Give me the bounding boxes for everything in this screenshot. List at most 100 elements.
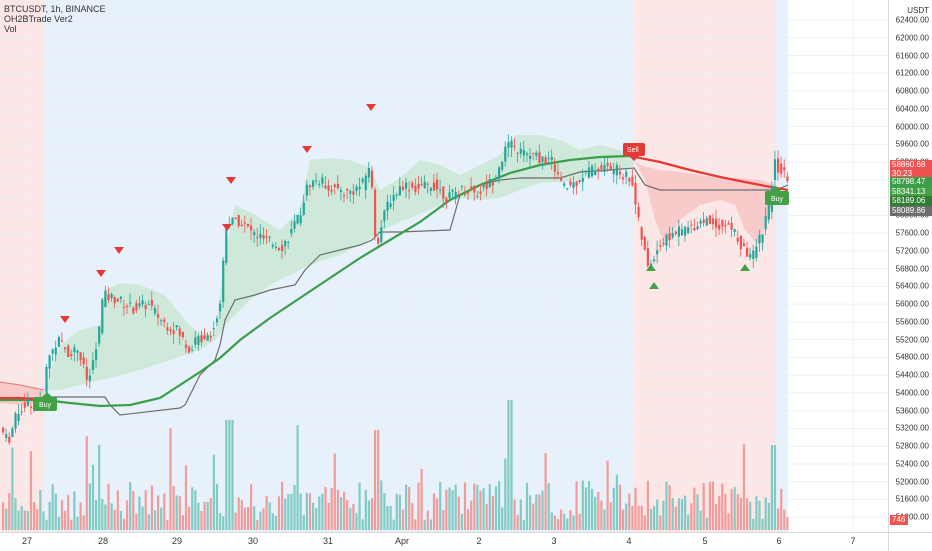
candle-body	[98, 326, 101, 344]
volume-bar	[231, 420, 234, 530]
candle-body	[485, 183, 488, 189]
candle-body	[85, 366, 88, 380]
candle-body	[377, 237, 380, 244]
candle-body	[405, 182, 408, 189]
volume-bar	[321, 493, 324, 530]
volume-bar	[429, 519, 432, 530]
volume-bar	[119, 511, 122, 530]
chart-area[interactable]: Buy Sell Buy BTCUSDT, 1h, BINANCE OH2BTr…	[0, 0, 888, 532]
line-a-label: 58798.47	[890, 177, 932, 187]
candle-body	[271, 245, 274, 247]
buy-signal-text-1: Buy	[39, 402, 52, 409]
candle-body	[460, 185, 463, 187]
volume-bar	[129, 482, 132, 530]
legend-symbol[interactable]: BTCUSDT, 1h, BINANCE	[4, 4, 106, 14]
volume-bar	[395, 493, 398, 530]
candle-body	[389, 203, 392, 208]
time-tick-label: Apr	[394, 536, 410, 546]
sell-signal-text: Sell	[627, 147, 639, 154]
buy-signal-label-1[interactable]: Buy	[33, 392, 57, 411]
candle-body	[569, 181, 572, 186]
candle-body	[194, 337, 197, 345]
legend-indicator[interactable]: OH2BTrade Ver2	[4, 14, 73, 24]
chart-canvas[interactable]: Buy Sell Buy	[0, 0, 888, 532]
volume-bar	[426, 510, 429, 530]
candle-body	[253, 231, 256, 236]
cloud-red-left-edge	[0, 381, 45, 391]
candle-body	[374, 189, 377, 237]
volume-bar	[293, 485, 296, 530]
time-axis[interactable]: 27 28 29 30 31 Apr 2 3 4 5 6 7	[0, 532, 888, 551]
candle-body	[132, 307, 135, 314]
volume-bar	[668, 485, 671, 530]
volume-bar	[674, 506, 677, 530]
volume-bar	[364, 489, 367, 530]
candle-body	[116, 298, 119, 302]
volume-bar	[346, 499, 349, 530]
candle-body	[432, 182, 436, 191]
volume-bar	[113, 509, 116, 530]
candle-body	[284, 240, 287, 247]
sell-triangle-5	[226, 177, 236, 184]
candle-body	[166, 327, 169, 331]
volume-bar	[194, 490, 197, 530]
volume-bar	[439, 481, 442, 530]
volume-bar	[783, 509, 786, 530]
price-tick-label: 57600.00	[895, 228, 929, 238]
candle-body	[231, 217, 234, 225]
candle-body	[299, 215, 302, 224]
volume-bar	[643, 515, 646, 530]
volume-bar	[454, 484, 457, 530]
volume-bar	[572, 515, 575, 530]
price-axis[interactable]: USDT 62400.00 62000.00 61600.00 61200.00 608…	[888, 0, 932, 532]
time-tick-label: 2	[476, 536, 482, 546]
candle-body	[11, 428, 14, 438]
legend-volume[interactable]: Vol	[4, 24, 17, 34]
volume-bar	[132, 491, 135, 530]
candle-body	[634, 183, 637, 205]
volume-bar	[739, 497, 742, 530]
candle-body	[721, 220, 724, 227]
volume-bar	[349, 508, 352, 530]
candle-body	[519, 148, 522, 154]
volume-bar	[17, 510, 20, 530]
volume-bar	[380, 480, 383, 530]
candle-body	[82, 357, 85, 365]
volume-bar	[711, 481, 715, 530]
volume-bar	[2, 502, 5, 530]
volume-bar	[172, 486, 175, 530]
bg-blue-region-2	[776, 0, 788, 532]
volume-value-label: 746	[890, 515, 908, 525]
candle-body	[321, 177, 324, 184]
time-tick-label: 28	[97, 536, 109, 546]
volume-bar	[305, 492, 308, 530]
volume-bar	[141, 506, 144, 530]
candle-body	[436, 179, 439, 190]
volume-bar	[432, 493, 436, 530]
volume-bar	[188, 506, 191, 530]
candle-body	[529, 155, 532, 159]
volume-bar	[637, 505, 640, 530]
buy-signal-label-2[interactable]: Buy	[765, 186, 789, 205]
candle-body	[504, 146, 507, 162]
candle-body	[454, 192, 457, 199]
volume-bar	[699, 510, 702, 530]
candle-body	[482, 184, 485, 188]
volume-bar	[491, 496, 494, 530]
volume-bar	[625, 503, 628, 530]
volume-bar	[569, 510, 572, 530]
sell-signal-label[interactable]: Sell	[623, 143, 645, 161]
candle-body	[448, 192, 451, 198]
candle-body	[761, 234, 764, 243]
candle-body	[442, 186, 445, 199]
candle-body	[684, 226, 687, 236]
volume-bar	[445, 489, 448, 530]
volume-bar	[761, 518, 764, 530]
candle-body	[603, 165, 606, 173]
volume-bar	[541, 490, 544, 530]
volume-bar	[191, 487, 194, 530]
buy-triangle-3	[740, 264, 750, 271]
candle-body	[628, 178, 631, 182]
candle-body	[755, 246, 758, 258]
volume-bar	[597, 491, 600, 530]
